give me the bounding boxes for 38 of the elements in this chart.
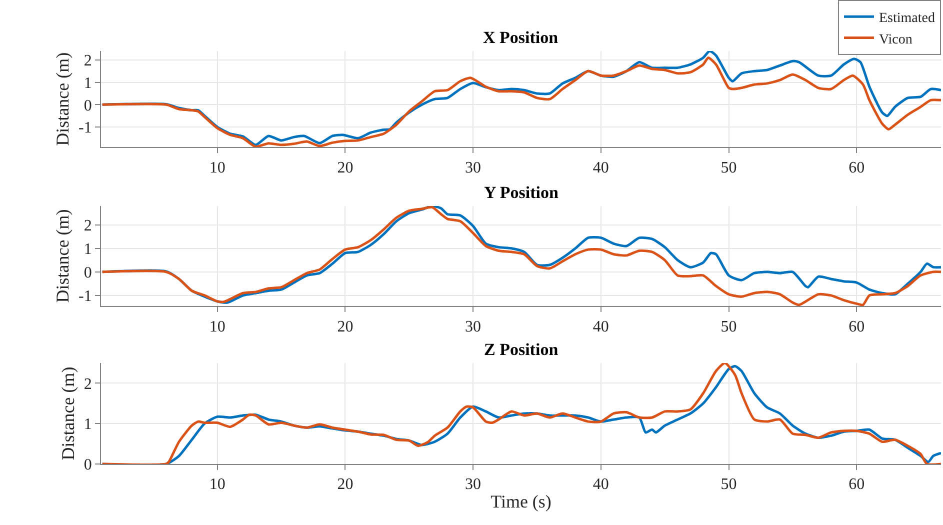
x-tick-label: 40 [592,159,609,176]
x-tick-label: 60 [848,476,865,494]
x-tick-label: 60 [848,159,865,176]
x-tick-label: 40 [592,318,609,336]
x-tick-label: 30 [465,318,482,336]
y-axis-title: Distance (m) [52,209,73,303]
y-tick-label: 2 [84,52,92,70]
x-tick-label: 60 [848,318,865,336]
x-tick-label: 20 [337,159,354,176]
x-tick-label: 50 [720,476,737,494]
y-tick-label: -1 [78,288,92,306]
x-tick-label: 50 [720,318,737,336]
x-tick-label: 50 [720,159,737,176]
y-tick-label: 1 [84,240,92,258]
y-tick-label: 0 [84,97,92,114]
x-tick-label: 10 [209,159,226,176]
y-tick-label: 0 [84,456,92,474]
x-tick-label: 40 [592,476,609,494]
y-axis-title: Distance (m) [58,366,78,460]
x-tick-label: 20 [337,318,354,336]
x-tick-label: 30 [465,476,482,494]
legend-label: Estimated [879,11,935,26]
chart-title: Z Position [484,340,559,359]
y-tick-label: -1 [78,120,92,137]
legend-label: Vicon [879,32,912,48]
x-tick-label: 30 [465,159,482,176]
chart-title: X Position [483,28,559,47]
x-tick-label: 10 [209,476,226,494]
x-axis-title: Time (s) [490,491,552,512]
x-tick-label: 20 [337,476,354,494]
y-axis-title: Distance (m) [52,52,73,146]
y-tick-label: 1 [84,74,92,92]
y-tick-label: 0 [84,264,92,282]
y-tick-label: 2 [84,376,92,393]
chart-title: Y Position [484,183,560,202]
y-tick-label: 2 [84,217,92,234]
y-tick-label: 1 [84,416,92,434]
x-tick-label: 10 [209,318,226,336]
